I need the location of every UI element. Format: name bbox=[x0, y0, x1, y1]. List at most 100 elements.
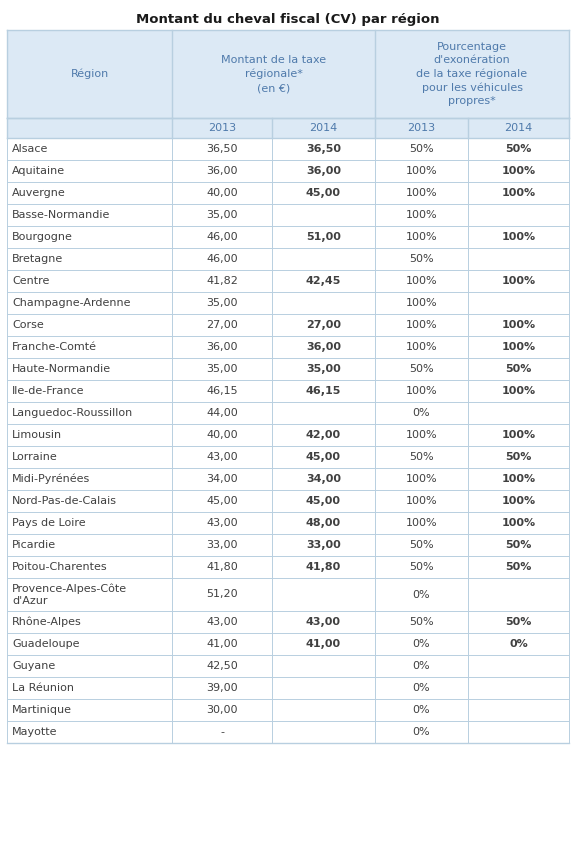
Text: 0%: 0% bbox=[412, 727, 430, 737]
Text: 45,00: 45,00 bbox=[306, 452, 341, 462]
FancyBboxPatch shape bbox=[7, 270, 569, 292]
Text: Mayotte: Mayotte bbox=[12, 727, 58, 737]
Text: 36,50: 36,50 bbox=[306, 144, 341, 154]
Text: 50%: 50% bbox=[409, 452, 434, 462]
Text: 2014: 2014 bbox=[309, 123, 338, 133]
Text: Pourcentage
d'exonération
de la taxe régionale
pour les véhicules
propres*: Pourcentage d'exonération de la taxe rég… bbox=[416, 42, 528, 107]
Text: Région: Région bbox=[70, 69, 109, 79]
FancyBboxPatch shape bbox=[7, 226, 569, 248]
Text: 35,00: 35,00 bbox=[306, 364, 341, 374]
FancyBboxPatch shape bbox=[7, 556, 569, 578]
Text: 36,00: 36,00 bbox=[206, 342, 238, 352]
Text: 0%: 0% bbox=[412, 408, 430, 418]
Text: Provence-Alpes-Côte
d'Azur: Provence-Alpes-Côte d'Azur bbox=[12, 583, 127, 606]
Text: 50%: 50% bbox=[409, 144, 434, 154]
Text: 42,00: 42,00 bbox=[306, 430, 341, 440]
Text: 33,00: 33,00 bbox=[306, 540, 341, 550]
Text: 100%: 100% bbox=[502, 320, 536, 330]
FancyBboxPatch shape bbox=[7, 358, 569, 380]
FancyBboxPatch shape bbox=[7, 314, 569, 336]
Text: 27,00: 27,00 bbox=[206, 320, 238, 330]
Text: 45,00: 45,00 bbox=[306, 188, 341, 198]
Text: 41,80: 41,80 bbox=[206, 562, 238, 572]
Text: 100%: 100% bbox=[406, 276, 437, 286]
Text: 100%: 100% bbox=[406, 210, 437, 220]
Text: 100%: 100% bbox=[406, 232, 437, 242]
Text: 36,00: 36,00 bbox=[306, 342, 341, 352]
FancyBboxPatch shape bbox=[7, 118, 569, 138]
Text: 46,00: 46,00 bbox=[206, 254, 238, 264]
Text: Montant de la taxe
régionale*
(en €): Montant de la taxe régionale* (en €) bbox=[221, 55, 326, 94]
FancyBboxPatch shape bbox=[7, 490, 569, 512]
Text: Picardie: Picardie bbox=[12, 540, 56, 550]
Text: 46,00: 46,00 bbox=[206, 232, 238, 242]
Text: -: - bbox=[220, 727, 224, 737]
Text: 43,00: 43,00 bbox=[206, 518, 238, 528]
Text: 34,00: 34,00 bbox=[206, 474, 238, 484]
FancyBboxPatch shape bbox=[7, 677, 569, 699]
Text: 100%: 100% bbox=[406, 518, 437, 528]
FancyBboxPatch shape bbox=[7, 699, 569, 721]
Text: 0%: 0% bbox=[412, 589, 430, 600]
Text: 2013: 2013 bbox=[208, 123, 236, 133]
Text: 30,00: 30,00 bbox=[206, 705, 238, 715]
Text: 42,50: 42,50 bbox=[206, 661, 238, 671]
Text: 50%: 50% bbox=[409, 254, 434, 264]
Text: Ile-de-France: Ile-de-France bbox=[12, 386, 85, 396]
FancyBboxPatch shape bbox=[7, 534, 569, 556]
Text: 48,00: 48,00 bbox=[306, 518, 341, 528]
Text: 41,00: 41,00 bbox=[206, 639, 238, 649]
Text: 100%: 100% bbox=[406, 430, 437, 440]
FancyBboxPatch shape bbox=[7, 721, 569, 743]
Text: Limousin: Limousin bbox=[12, 430, 62, 440]
Text: 0%: 0% bbox=[412, 683, 430, 693]
FancyBboxPatch shape bbox=[7, 182, 569, 204]
Text: 34,00: 34,00 bbox=[306, 474, 341, 484]
Text: 100%: 100% bbox=[406, 166, 437, 176]
Text: 33,00: 33,00 bbox=[206, 540, 238, 550]
FancyBboxPatch shape bbox=[7, 292, 569, 314]
Text: Languedoc-Roussillon: Languedoc-Roussillon bbox=[12, 408, 133, 418]
Text: 50%: 50% bbox=[505, 617, 532, 627]
Text: 27,00: 27,00 bbox=[306, 320, 341, 330]
Text: 100%: 100% bbox=[502, 386, 536, 396]
FancyBboxPatch shape bbox=[7, 248, 569, 270]
Text: Guyane: Guyane bbox=[12, 661, 55, 671]
FancyBboxPatch shape bbox=[7, 611, 569, 633]
Text: 100%: 100% bbox=[406, 298, 437, 308]
Text: 100%: 100% bbox=[502, 188, 536, 198]
FancyBboxPatch shape bbox=[7, 30, 569, 118]
Text: 100%: 100% bbox=[406, 342, 437, 352]
Text: 50%: 50% bbox=[409, 540, 434, 550]
Text: La Réunion: La Réunion bbox=[12, 683, 74, 693]
Text: 100%: 100% bbox=[406, 386, 437, 396]
Text: 50%: 50% bbox=[505, 540, 532, 550]
Text: 50%: 50% bbox=[505, 144, 532, 154]
FancyBboxPatch shape bbox=[7, 424, 569, 446]
Text: 36,00: 36,00 bbox=[306, 166, 341, 176]
Text: 100%: 100% bbox=[406, 188, 437, 198]
Text: 43,00: 43,00 bbox=[206, 617, 238, 627]
Text: 36,00: 36,00 bbox=[206, 166, 238, 176]
Text: 0%: 0% bbox=[412, 639, 430, 649]
Text: 41,80: 41,80 bbox=[306, 562, 341, 572]
Text: 35,00: 35,00 bbox=[206, 364, 238, 374]
Text: 50%: 50% bbox=[505, 452, 532, 462]
Text: 50%: 50% bbox=[409, 364, 434, 374]
Text: 40,00: 40,00 bbox=[206, 188, 238, 198]
Text: 46,15: 46,15 bbox=[206, 386, 238, 396]
Text: Alsace: Alsace bbox=[12, 144, 48, 154]
Text: 2013: 2013 bbox=[407, 123, 435, 133]
Text: 40,00: 40,00 bbox=[206, 430, 238, 440]
Text: 45,00: 45,00 bbox=[206, 496, 238, 506]
Text: 36,50: 36,50 bbox=[206, 144, 238, 154]
Text: 41,82: 41,82 bbox=[206, 276, 238, 286]
Text: 44,00: 44,00 bbox=[206, 408, 238, 418]
Text: 35,00: 35,00 bbox=[206, 298, 238, 308]
Text: 100%: 100% bbox=[502, 232, 536, 242]
FancyBboxPatch shape bbox=[7, 160, 569, 182]
FancyBboxPatch shape bbox=[7, 204, 569, 226]
Text: 100%: 100% bbox=[502, 430, 536, 440]
Text: Lorraine: Lorraine bbox=[12, 452, 58, 462]
Text: Poitou-Charentes: Poitou-Charentes bbox=[12, 562, 108, 572]
